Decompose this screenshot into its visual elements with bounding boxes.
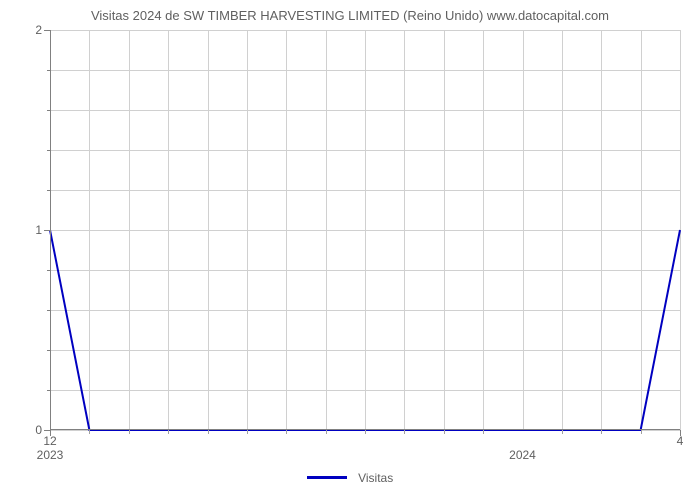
y-tick-mark xyxy=(44,30,50,31)
legend-label: Visitas xyxy=(358,471,393,485)
y-minor-tick-mark xyxy=(47,350,50,351)
x-minor-tick-mark xyxy=(89,430,90,434)
y-minor-tick-mark xyxy=(47,270,50,271)
x-minor-tick-mark xyxy=(365,430,366,434)
x-minor-tick-mark xyxy=(168,430,169,434)
legend-swatch xyxy=(307,476,347,479)
x-minor-tick-mark xyxy=(601,430,602,434)
y-axis xyxy=(50,30,51,430)
y-minor-tick-mark xyxy=(47,310,50,311)
plot-area: 01212420232024 xyxy=(50,30,680,430)
y-minor-tick-mark xyxy=(47,390,50,391)
y-tick-mark xyxy=(44,230,50,231)
chart-container: Visitas 2024 de SW TIMBER HARVESTING LIM… xyxy=(0,0,700,500)
x-minor-tick-mark xyxy=(129,430,130,434)
x-minor-tick-mark xyxy=(208,430,209,434)
x-minor-tick-mark xyxy=(247,430,248,434)
data-line xyxy=(50,30,680,430)
x-minor-tick-mark xyxy=(641,430,642,434)
y-minor-tick-mark xyxy=(47,110,50,111)
x-year-label: 2023 xyxy=(37,430,64,462)
x-minor-tick-mark xyxy=(444,430,445,434)
x-tick-mark xyxy=(680,430,681,436)
x-minor-tick-mark xyxy=(286,430,287,434)
x-minor-tick-mark xyxy=(404,430,405,434)
legend: Visitas xyxy=(0,470,700,485)
chart-title: Visitas 2024 de SW TIMBER HARVESTING LIM… xyxy=(0,8,700,23)
y-minor-tick-mark xyxy=(47,70,50,71)
y-minor-tick-mark xyxy=(47,150,50,151)
x-year-label: 2024 xyxy=(509,430,536,462)
y-minor-tick-mark xyxy=(47,190,50,191)
series-line xyxy=(50,230,680,430)
x-minor-tick-mark xyxy=(562,430,563,434)
x-minor-tick-mark xyxy=(483,430,484,434)
x-minor-tick-mark xyxy=(326,430,327,434)
grid-line-v xyxy=(680,30,681,430)
